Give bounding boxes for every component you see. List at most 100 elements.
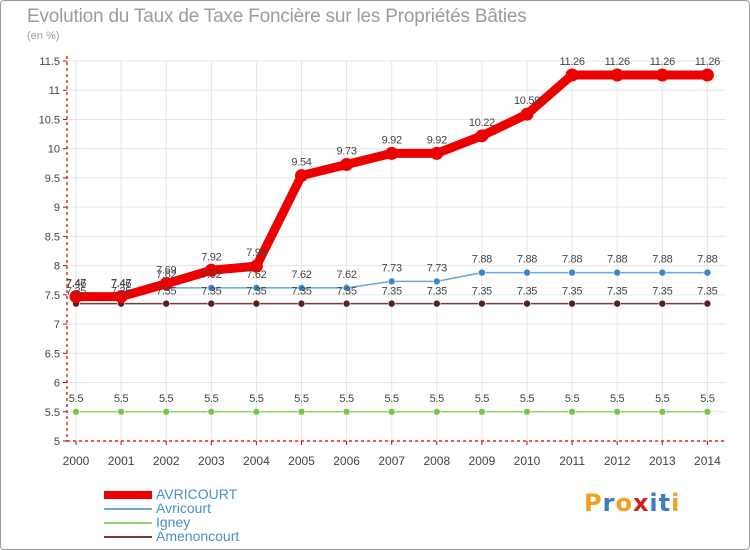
data-label: 7.47 [111, 278, 131, 290]
y-tick-label: 5 [54, 436, 60, 448]
data-label: 5.5 [294, 393, 309, 405]
legend-label: AVRICOURT [156, 486, 238, 502]
x-tick-label: 2013 [649, 454, 676, 468]
data-label: 11.26 [559, 56, 584, 68]
x-tick-label: 2014 [694, 454, 721, 468]
data-label: 5.5 [69, 393, 84, 405]
data-label: 7.73 [427, 262, 447, 274]
data-point [703, 299, 712, 308]
x-tick-label: 2009 [469, 454, 496, 468]
y-tick-label: 10 [48, 144, 60, 156]
data-label: 7.35 [382, 286, 402, 298]
y-tick-label: 6.5 [45, 348, 60, 360]
data-label: 5.5 [700, 393, 715, 405]
data-label: 7.35 [427, 286, 447, 298]
chart-title: Evolution du Taux de Taxe Foncière sur l… [27, 6, 527, 27]
data-point [342, 407, 351, 416]
y-tick-label: 6 [54, 378, 60, 390]
x-tick-label: 2011 [559, 454, 585, 468]
data-point [520, 107, 534, 121]
y-tick-label: 5.5 [45, 407, 60, 419]
data-point [387, 407, 396, 416]
data-label: 5.5 [430, 393, 445, 405]
data-point [610, 68, 624, 82]
data-point [72, 407, 80, 416]
data-point [204, 263, 218, 277]
data-point [478, 299, 486, 308]
y-tick-label: 10.5 [39, 114, 60, 126]
data-label: 5.5 [204, 393, 219, 405]
y-tick-label: 9.5 [45, 173, 60, 185]
data-point [162, 299, 170, 308]
data-label: 7.47 [66, 278, 86, 290]
data-label: 7.88 [472, 254, 492, 266]
data-label: 11.26 [605, 56, 630, 68]
data-point [385, 146, 399, 160]
data-point [207, 284, 216, 292]
data-point [658, 407, 667, 416]
data-label: 5.5 [114, 393, 129, 405]
legend-swatch [104, 491, 152, 499]
data-point [703, 268, 712, 277]
logo-letter: x [632, 489, 650, 517]
logo-letter: i [671, 489, 681, 517]
data-point [568, 299, 576, 308]
data-point [700, 68, 714, 82]
data-label: 7.35 [652, 286, 672, 298]
data-label: 5.5 [159, 393, 174, 405]
x-tick-label: 2001 [108, 454, 135, 468]
data-label: 7.88 [562, 254, 582, 266]
data-point [478, 407, 486, 416]
data-label: 7.73 [382, 262, 402, 274]
data-label: 7.35 [156, 286, 176, 298]
data-point [475, 129, 489, 143]
data-label: 5.5 [339, 393, 354, 405]
data-point [658, 299, 667, 308]
data-point [297, 299, 306, 308]
data-label: 9.54 [291, 157, 311, 169]
data-label: 5.5 [384, 393, 399, 405]
x-tick-label: 2002 [153, 454, 180, 468]
y-tick-label: 8 [54, 261, 60, 273]
data-point [387, 299, 396, 308]
x-tick-label: 2006 [333, 454, 360, 468]
data-label: 7.92 [201, 251, 221, 263]
data-point [69, 290, 83, 304]
data-label: 5.5 [610, 393, 625, 405]
legend-swatch [104, 508, 152, 510]
data-point [523, 407, 531, 416]
data-label: 7.62 [291, 269, 311, 281]
data-label: 7.35 [562, 286, 582, 298]
data-label: 11.26 [650, 56, 675, 68]
unit-label: (en %) [27, 30, 60, 42]
data-point [252, 284, 261, 292]
data-point [478, 268, 486, 277]
data-label: 9.92 [382, 134, 402, 146]
data-point [252, 407, 261, 416]
data-label: 7.46 [66, 278, 86, 290]
data-point [162, 407, 170, 416]
data-point [387, 277, 396, 286]
data-point [342, 299, 351, 308]
data-label: 5.5 [475, 393, 490, 405]
data-point [568, 268, 576, 277]
x-tick-label: 2000 [63, 454, 90, 468]
y-tick-label: 11.5 [39, 56, 60, 68]
data-point [523, 268, 531, 277]
data-point [658, 268, 667, 277]
data-point [342, 284, 351, 292]
data-label: 7.69 [156, 265, 176, 277]
data-point [114, 290, 128, 304]
y-tick-label: 8.5 [45, 231, 60, 243]
data-label: 5.5 [565, 393, 580, 405]
data-label: 7.35 [201, 286, 221, 298]
x-tick-label: 2005 [288, 454, 315, 468]
y-tick-label: 7.5 [45, 290, 60, 302]
data-point [432, 299, 441, 308]
data-label: 5.5 [520, 393, 535, 405]
data-label: 5.5 [249, 393, 264, 405]
data-label: 7.46 [111, 278, 131, 290]
x-tick-label: 2010 [514, 454, 541, 468]
